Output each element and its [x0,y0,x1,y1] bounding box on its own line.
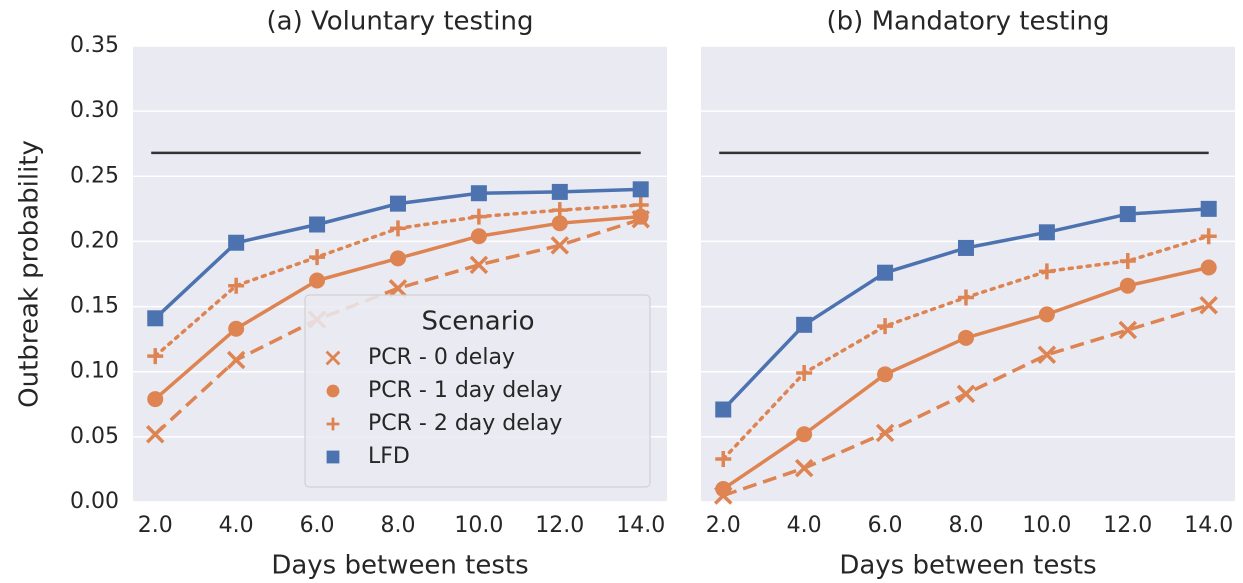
legend-box [304,294,651,488]
marker [388,279,408,298]
marker [715,401,732,418]
marker [326,384,340,398]
legend-label: PCR - 1 day delay [368,378,562,403]
y-tick-label: 0.35 [70,33,119,58]
x-tick-label: 14.0 [616,513,665,538]
x-tick-label: 2.0 [138,513,173,538]
marker [715,451,732,468]
marker [1038,224,1055,241]
marker [957,239,974,256]
marker [957,329,974,346]
marker [1199,296,1218,315]
plot-area [701,46,1235,502]
marker [147,348,164,365]
marker [226,350,246,370]
y-tick-label: 0.05 [70,424,119,449]
marker [389,195,406,212]
marker [228,320,245,337]
marker [875,423,895,443]
marker [957,289,974,306]
marker [469,255,489,275]
marker [551,183,568,200]
x-tick-label: 2.0 [706,513,741,538]
marker [550,236,570,255]
marker [551,215,568,232]
x-tick-label: 8.0 [380,513,415,538]
marker [1038,263,1055,280]
y-tick-label: 0.20 [70,228,119,253]
marker [956,384,976,404]
marker [326,417,340,431]
marker [470,185,487,202]
chart-title: (a) Voluntary testing [267,7,534,37]
x-tick-label: 8.0 [948,513,983,538]
marker [309,216,326,233]
y-tick-label: 0.25 [70,163,119,188]
marker [796,316,813,333]
marker [326,450,340,464]
marker [1038,306,1055,323]
marker [796,426,813,443]
x-tick-label: 6.0 [300,513,335,538]
marker [632,208,649,225]
marker [632,181,649,198]
marker [632,196,649,213]
legend-title: Scenario [421,307,534,337]
marker [470,208,487,225]
x-tick-label: 14.0 [1184,513,1233,538]
legend-label: PCR - 0 delay [368,345,515,370]
marker [877,264,894,281]
marker [147,310,164,327]
legend-label: LFD [368,444,410,469]
x-tick-label: 10.0 [454,513,503,538]
marker [228,277,245,294]
x-axis-label: Days between tests [271,551,528,581]
x-tick-label: 4.0 [787,513,822,538]
marker [1118,320,1138,340]
x-tick-label: 10.0 [1022,513,1071,538]
x-tick-label: 12.0 [1103,513,1152,538]
marker [1037,345,1057,365]
marker [1119,252,1136,269]
marker [715,480,732,497]
marker [309,249,326,266]
marker [1200,228,1217,245]
x-axis-label: Days between tests [839,551,1096,581]
marker [309,272,326,289]
marker [796,365,813,382]
marker [389,250,406,267]
marker [877,318,894,335]
y-tick-label: 0.00 [70,489,119,514]
marker [389,220,406,237]
marker [470,228,487,245]
marker [146,425,165,444]
x-tick-label: 4.0 [219,513,254,538]
legend-label: PCR - 2 day delay [368,411,562,436]
x-tick-label: 6.0 [868,513,903,538]
marker [1119,277,1136,294]
x-tick-label: 12.0 [535,513,584,538]
y-axis-label: Outbreak probability [15,140,45,408]
marker [228,234,245,251]
marker [325,350,341,366]
marker [877,366,894,383]
y-tick-label: 0.15 [70,294,119,319]
marker [551,202,568,219]
marker [1200,200,1217,217]
y-tick-label: 0.30 [70,98,119,123]
marker [147,391,164,408]
chart-title: (b) Mandatory testing [827,7,1110,37]
marker [1119,206,1136,223]
marker [1200,259,1217,276]
marker [794,458,814,478]
y-tick-label: 0.10 [70,359,119,384]
